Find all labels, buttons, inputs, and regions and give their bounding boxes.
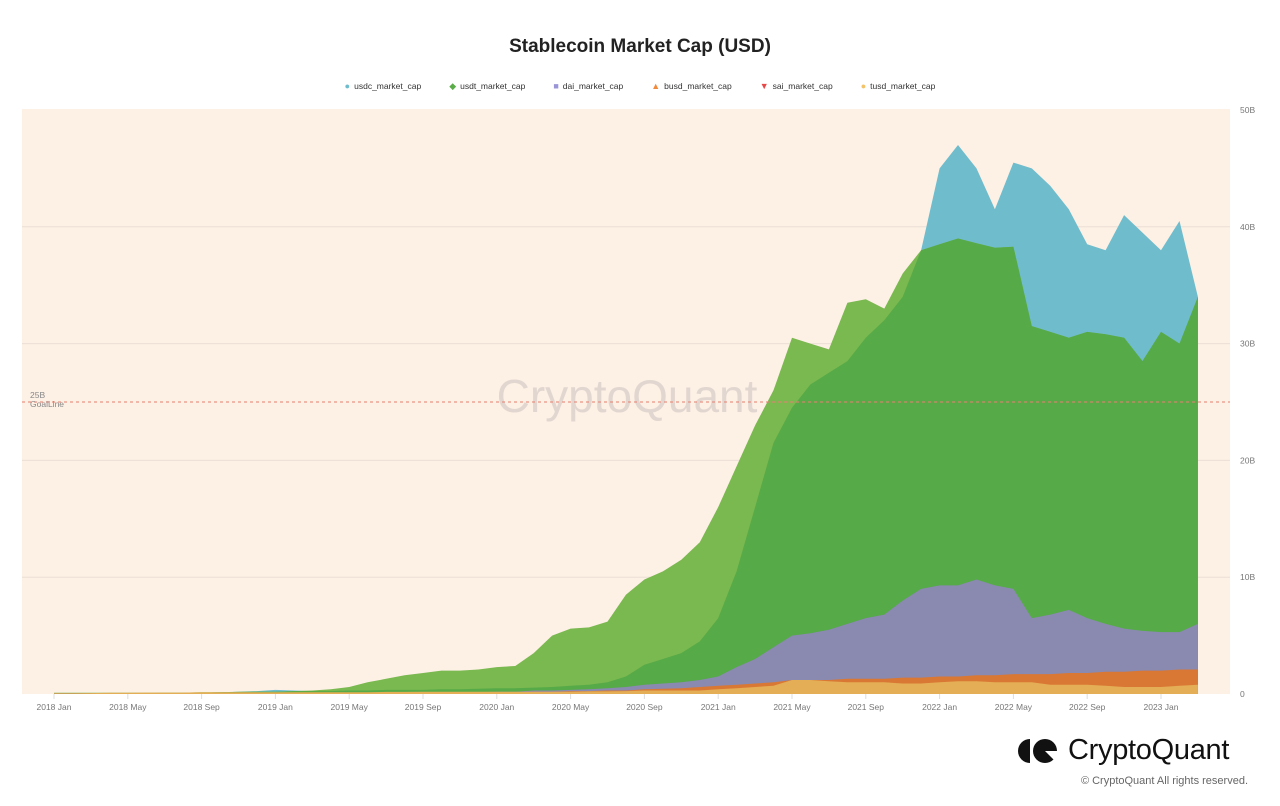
y-tick-label: 20B [1240,455,1255,465]
x-tick-label: 2023 Jan [1144,702,1179,712]
y-tick-label: 40B [1240,222,1255,232]
x-tick-label: 2019 May [331,702,369,712]
tusd-area [54,680,1198,694]
legend-label: tusd_market_cap [870,81,936,91]
copyright-text: © CryptoQuant All rights reserved. [1080,775,1248,787]
legend: ● usdc_market_cap ◆ usdt_market_cap ■ da… [0,81,1280,91]
x-tick-label: 2021 May [773,702,811,712]
series-areas [54,145,1198,694]
x-axis: 2018 Jan 2018 May 2018 Sep 2019 Jan 2019 May… [37,694,1179,712]
legend-item-busd[interactable]: ▲ busd_market_cap [651,81,732,91]
usdc-usdt-overlap-area [54,238,1198,694]
y-tick-label: 0 [1240,689,1245,699]
legend-triangle-down-icon: ▼ [759,80,769,91]
x-tick-label: 2019 Sep [405,702,442,712]
y-tick-label: 50B [1240,105,1255,115]
brand-logo: CryptoQuant [1018,734,1229,767]
cryptoquant-logo-icon [1018,736,1060,766]
y-tick-label: 30B [1240,339,1255,349]
x-tick-label: 2022 Sep [1069,702,1106,712]
legend-circle-icon: ● [344,80,351,91]
legend-label: usdt_market_cap [460,81,526,91]
legend-item-usdc[interactable]: ● usdc_market_cap [345,81,422,91]
x-tick-label: 2021 Sep [848,702,885,712]
goal-line-name: GoalLine [30,399,64,409]
legend-item-sai[interactable]: ▼ sai_market_cap [760,81,833,91]
x-tick-label: 2018 Jan [37,702,72,712]
legend-item-dai[interactable]: ■ dai_market_cap [553,81,623,91]
legend-triangle-up-icon: ▲ [651,80,661,91]
legend-item-tusd[interactable]: ● tusd_market_cap [861,81,936,91]
legend-circle-icon: ● [860,80,867,91]
x-tick-label: 2020 Jan [479,702,514,712]
y-tick-label: 10B [1240,572,1255,582]
legend-label: busd_market_cap [664,81,732,91]
chart-area: CryptoQuant 25B GoalLine 0 10B 20B 30B 40B 50… [22,105,1255,712]
legend-item-usdt[interactable]: ◆ usdt_market_cap [449,81,525,91]
x-tick-label: 2020 May [552,702,590,712]
goal-line-value: 25B [30,390,45,400]
legend-diamond-icon: ◆ [449,80,457,91]
legend-label: usdc_market_cap [354,81,422,91]
dai-area [54,579,1198,694]
legend-label: sai_market_cap [772,81,833,91]
x-tick-label: 2022 Jan [922,702,957,712]
chart-title: Stablecoin Market Cap (USD) [509,36,771,57]
brand-name: CryptoQuant [1068,734,1230,766]
x-tick-label: 2019 Jan [258,702,293,712]
legend-label: dai_market_cap [562,81,624,91]
watermark: CryptoQuant [497,370,758,422]
x-tick-label: 2021 Jan [701,702,736,712]
y-axis: 0 10B 20B 30B 40B 50B [1240,105,1255,699]
x-tick-label: 2018 May [109,702,147,712]
legend-square-icon: ■ [553,80,559,91]
x-tick-label: 2022 May [995,702,1033,712]
x-tick-label: 2018 Sep [183,702,220,712]
x-tick-label: 2020 Sep [626,702,663,712]
